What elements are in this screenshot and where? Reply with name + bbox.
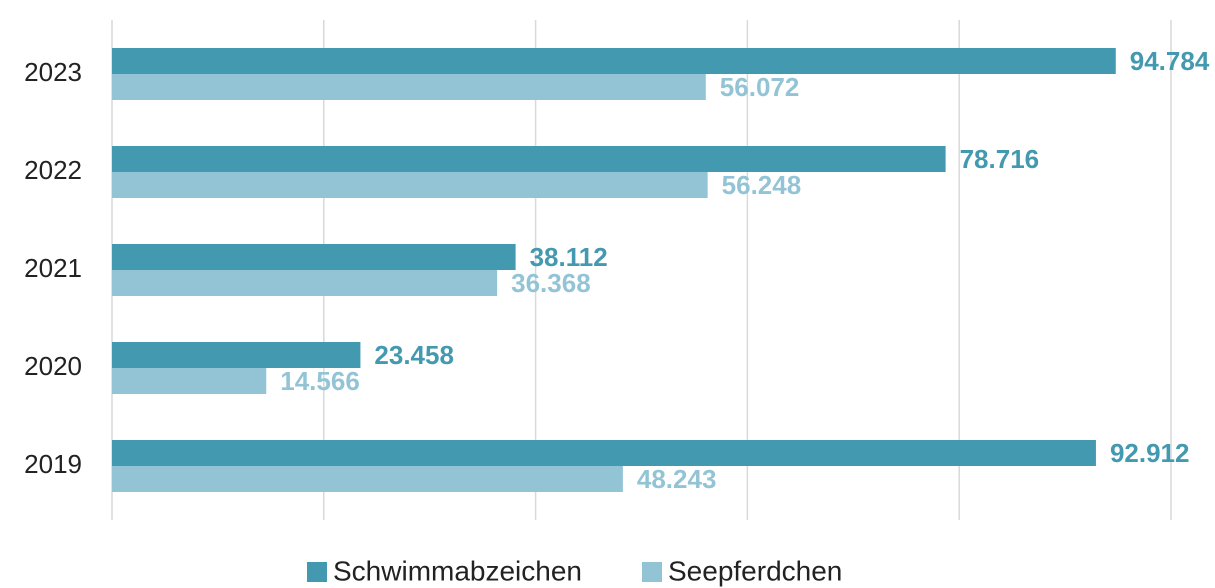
y-tick-label: 2021 [24,253,82,283]
legend-label: Seepferdchen [668,555,842,586]
bar [112,368,267,394]
value-label: 78.716 [960,144,1040,174]
value-label: 94.784 [1130,46,1210,76]
value-label: 23.458 [374,340,454,370]
value-label: 36.368 [511,268,591,298]
y-tick-label: 2022 [24,155,82,185]
bar [112,74,706,100]
legend-swatch [642,562,662,582]
y-tick-label: 2023 [24,57,82,87]
bar [112,146,946,172]
y-tick-label: 2019 [24,449,82,479]
bar [112,270,498,296]
bar [112,342,361,368]
value-label: 56.248 [722,170,802,200]
value-label: 38.112 [530,242,608,272]
y-tick-label: 2020 [24,351,82,381]
value-label: 92.912 [1110,438,1190,468]
legend-swatch [307,562,327,582]
bar [112,466,623,492]
value-label: 48.243 [637,464,717,494]
bar [112,172,708,198]
value-label: 14.566 [280,366,360,396]
legend-label: Schwimmabzeichen [333,555,582,586]
bar [112,244,516,270]
bar [112,440,1096,466]
bar [112,48,1116,74]
value-label: 56.072 [720,72,800,102]
